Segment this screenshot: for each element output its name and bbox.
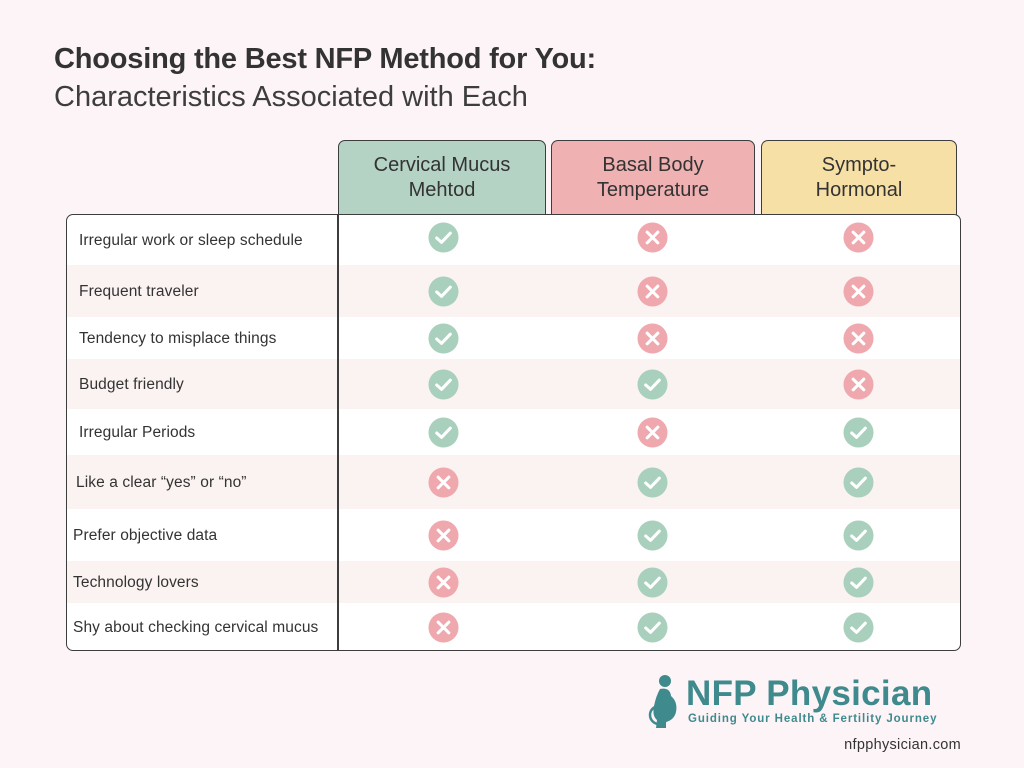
column-header-sympto-hormonal: Sympto- Hormonal	[761, 140, 957, 215]
table-row: Frequent traveler	[67, 265, 960, 317]
cell-cervical-mucus	[339, 317, 547, 359]
website-url: nfpphysician.com	[844, 737, 961, 753]
check-circle-icon	[636, 368, 668, 400]
cell-sympto-hormonal	[757, 561, 960, 603]
cell-cervical-mucus	[339, 561, 547, 603]
x-circle-icon	[843, 368, 874, 400]
cell-basal-body-temperature	[549, 359, 755, 409]
row-label: Irregular Periods	[79, 423, 196, 441]
row-label: Tendency to misplace things	[79, 329, 277, 347]
brand-name: NFP Physician	[686, 674, 933, 713]
column-header-cervical-mucus: Cervical Mucus Mehtod	[338, 140, 546, 215]
cell-cervical-mucus	[339, 603, 547, 650]
column-header-basal-body-temperature: Basal Body Temperature	[551, 140, 755, 215]
check-circle-icon	[636, 566, 668, 598]
title-line-2: Characteristics Associated with Each	[54, 81, 528, 113]
cell-basal-body-temperature	[549, 561, 755, 603]
cell-cervical-mucus	[339, 359, 547, 409]
cell-sympto-hormonal	[757, 265, 960, 317]
pregnant-woman-heart-icon	[648, 675, 677, 728]
cell-sympto-hormonal	[757, 455, 960, 509]
label-column-divider	[337, 215, 339, 650]
column-header-label: Basal Body Temperature	[596, 154, 710, 201]
table-row: Like a clear “yes” or “no”	[67, 455, 960, 509]
cell-basal-body-temperature	[549, 317, 755, 359]
cell-sympto-hormonal	[757, 317, 960, 359]
cell-sympto-hormonal	[757, 409, 960, 455]
check-circle-icon	[427, 368, 459, 400]
column-header-label: Cervical Mucus Mehtod	[373, 154, 511, 201]
comparison-table: Irregular work or sleep schedule Frequent…	[66, 214, 961, 651]
x-circle-icon	[636, 275, 668, 307]
check-circle-icon	[427, 416, 459, 448]
cell-cervical-mucus	[339, 265, 547, 317]
cell-sympto-hormonal	[757, 359, 960, 409]
table-row: Irregular work or sleep schedule	[67, 215, 960, 265]
title-line-1: Choosing the Best NFP Method for You:	[54, 43, 596, 75]
x-circle-icon	[843, 275, 874, 307]
cell-basal-body-temperature	[549, 265, 755, 317]
table-row: Shy about checking cervical mucus	[67, 603, 960, 650]
x-circle-icon	[636, 416, 668, 448]
x-circle-icon	[843, 322, 874, 354]
cell-basal-body-temperature	[549, 509, 755, 561]
x-circle-icon	[427, 466, 459, 498]
x-circle-icon	[427, 566, 459, 598]
x-circle-icon	[636, 221, 668, 253]
brand-logo: NFP Physician Guiding Your Health & Fert…	[646, 672, 966, 732]
check-circle-icon	[636, 519, 668, 551]
check-circle-icon	[843, 566, 874, 598]
row-label: Budget friendly	[79, 375, 184, 393]
check-circle-icon	[427, 221, 459, 253]
row-label: Like a clear “yes” or “no”	[76, 473, 247, 491]
check-circle-icon	[843, 519, 874, 551]
column-header-label: Sympto- Hormonal	[815, 154, 903, 201]
row-label: Prefer objective data	[73, 526, 218, 544]
table-row: Irregular Periods	[67, 409, 960, 455]
row-label: Frequent traveler	[79, 282, 199, 300]
row-label: Shy about checking cervical mucus	[73, 619, 319, 636]
x-circle-icon	[636, 322, 668, 354]
row-label: Technology lovers	[73, 573, 199, 591]
check-circle-icon	[636, 466, 668, 498]
table-row: Tendency to misplace things	[67, 317, 960, 359]
x-circle-icon	[843, 221, 874, 253]
table-row: Budget friendly	[67, 359, 960, 409]
x-circle-icon	[427, 519, 459, 551]
check-circle-icon	[843, 466, 874, 498]
check-circle-icon	[636, 612, 668, 643]
cell-sympto-hormonal	[757, 603, 960, 650]
check-circle-icon	[427, 322, 459, 354]
x-circle-icon	[427, 612, 459, 643]
cell-basal-body-temperature	[549, 215, 755, 265]
page-title: Choosing the Best NFP Method for You: Ch…	[54, 40, 596, 116]
cell-basal-body-temperature	[549, 409, 755, 455]
cell-sympto-hormonal	[757, 215, 960, 265]
table-row: Prefer objective data	[67, 509, 960, 561]
cell-cervical-mucus	[339, 509, 547, 561]
check-circle-icon	[427, 275, 459, 307]
cell-cervical-mucus	[339, 409, 547, 455]
cell-sympto-hormonal	[757, 509, 960, 561]
cell-basal-body-temperature	[549, 603, 755, 650]
cell-cervical-mucus	[339, 215, 547, 265]
table-row: Technology lovers	[67, 561, 960, 603]
cell-cervical-mucus	[339, 455, 547, 509]
check-circle-icon	[843, 612, 874, 643]
cell-basal-body-temperature	[549, 455, 755, 509]
check-circle-icon	[843, 416, 874, 448]
row-label: Irregular work or sleep schedule	[79, 231, 303, 249]
brand-tagline: Guiding Your Health & Fertility Journey	[688, 713, 938, 725]
